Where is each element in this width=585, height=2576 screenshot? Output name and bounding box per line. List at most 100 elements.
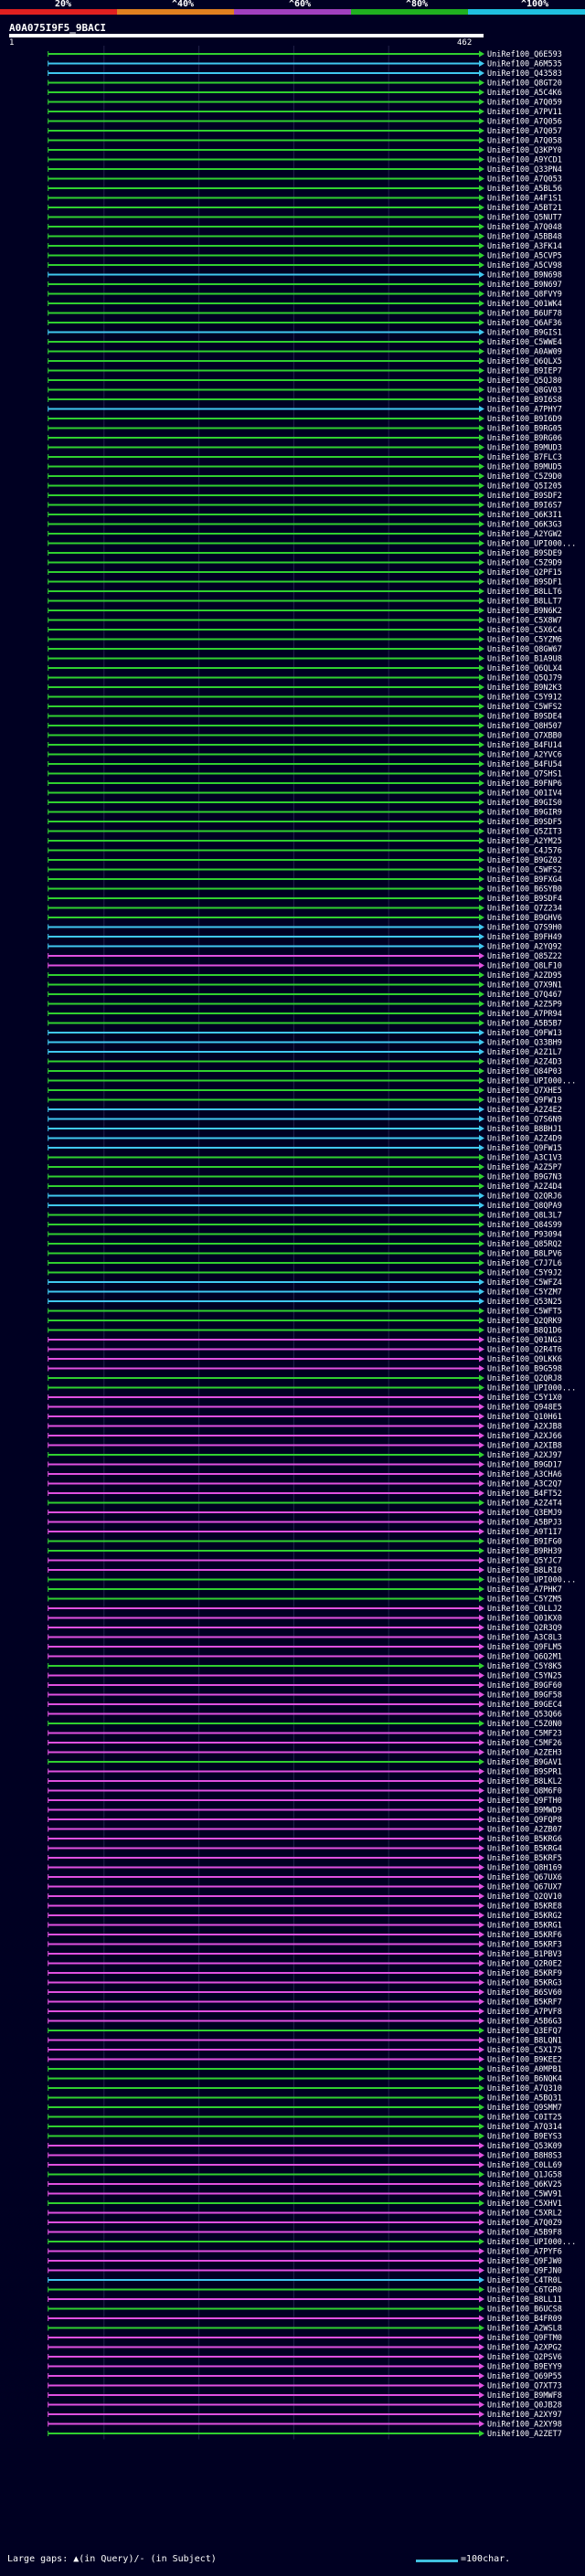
hit-label: UniRef100_A2YGW2 xyxy=(487,530,562,539)
hit-end-arrow xyxy=(479,1797,484,1804)
hit-end-arrow xyxy=(479,1259,484,1267)
hit-end-arrow xyxy=(479,2238,484,2245)
hit-row: UniRef100_Q8GW67 xyxy=(48,645,562,654)
hit-end-arrow xyxy=(479,1346,484,1352)
hit-row: UniRef100_A2YVC6 xyxy=(48,751,562,760)
hit-row: UniRef100_B8LRI0 xyxy=(48,1566,562,1575)
hit-end-arrow xyxy=(479,779,484,787)
hit-row: UniRef100_P93094 xyxy=(48,1231,562,1240)
hit-label: UniRef100_B9N6K2 xyxy=(487,607,562,616)
hit-end-arrow xyxy=(479,1500,484,1506)
hit-label: UniRef100_B9N697 xyxy=(487,281,562,290)
hit-label: UniRef100_Q7XT73 xyxy=(487,2382,562,2391)
hit-end-arrow xyxy=(479,2430,484,2437)
scale-label: =100char. xyxy=(461,2554,511,2564)
hit-label: UniRef100_B9FH49 xyxy=(487,933,562,942)
hit-label: UniRef100_C5Y9J2 xyxy=(487,1269,562,1278)
hit-row: UniRef100_A3C8L3 xyxy=(48,1634,562,1643)
hit-row: UniRef100_C4TR0L xyxy=(48,2276,562,2285)
hit-label: UniRef100_B9RG05 xyxy=(487,425,562,434)
hit-end-arrow xyxy=(479,108,484,115)
hit-label: UniRef100_C5Y8K5 xyxy=(487,1662,562,1671)
hit-label: UniRef100_B5KRG3 xyxy=(487,1979,562,1988)
hit-label: UniRef100_A2Z4D3 xyxy=(487,1058,562,1067)
hit-end-arrow xyxy=(479,1864,484,1871)
hit-row: UniRef100_B9MUD5 xyxy=(48,463,562,472)
hit-end-arrow xyxy=(479,1730,484,1736)
hit-row: UniRef100_B9I6S8 xyxy=(48,396,562,405)
hit-row: UniRef100_Q7Z234 xyxy=(48,905,562,914)
hit-label: UniRef100_UPI000... xyxy=(487,1077,576,1087)
hit-row: UniRef100_B9GAV1 xyxy=(48,1758,562,1767)
hit-row: UniRef100_A2WSL8 xyxy=(48,2325,562,2334)
hit-label: UniRef100_Q01IV4 xyxy=(487,790,562,799)
hit-row: UniRef100_A5BT21 xyxy=(48,204,562,213)
hit-row: UniRef100_B9N6K2 xyxy=(48,607,562,616)
hit-label: UniRef100_Q01NG3 xyxy=(487,1336,562,1345)
hit-label: UniRef100_B9EYS3 xyxy=(487,2133,562,2142)
hit-row: UniRef100_B4FU54 xyxy=(48,760,562,769)
hit-row: UniRef100_B5KRG2 xyxy=(48,1912,562,1921)
hit-row: UniRef100_B9GIS1 xyxy=(48,329,562,338)
hit-row: UniRef100_A7Q059 xyxy=(48,99,562,108)
hit-end-arrow xyxy=(479,1711,484,1717)
hit-end-arrow xyxy=(479,2018,484,2024)
hit-label: UniRef100_B6SV60 xyxy=(487,1988,562,1998)
hit-end-arrow xyxy=(479,2401,484,2408)
hit-row: UniRef100_A2Z1L7 xyxy=(48,1048,562,1057)
legend-segment-40 xyxy=(117,9,234,15)
hit-row: UniRef100_A3CHA6 xyxy=(48,1470,562,1479)
hit-end-arrow xyxy=(479,1231,484,1237)
hit-end-arrow xyxy=(479,156,484,163)
hit-row: UniRef100_Q6QLX5 xyxy=(48,357,562,366)
hit-end-arrow xyxy=(479,69,484,77)
hit-row: UniRef100_Q8H507 xyxy=(48,722,562,731)
hit-row: UniRef100_C0IT25 xyxy=(48,2114,562,2123)
hit-label: UniRef100_Q8L3L7 xyxy=(487,1212,562,1221)
hit-row: UniRef100_A9T1I7 xyxy=(48,1528,562,1537)
hit-label: UniRef100_Q8M6F0 xyxy=(487,1787,562,1797)
hit-label: UniRef100_Q8GW67 xyxy=(487,645,562,654)
hit-row: UniRef100_Q85Z22 xyxy=(48,952,562,961)
hit-row: UniRef100_B9MUD3 xyxy=(48,444,562,453)
hit-end-arrow xyxy=(479,1739,484,1746)
hit-row: UniRef100_C5WWE4 xyxy=(48,338,562,347)
hit-label: UniRef100_B9I6D9 xyxy=(487,415,562,424)
hit-row: UniRef100_Q5QJ80 xyxy=(48,376,562,386)
hit-row: UniRef100_Q9FW15 xyxy=(48,1144,562,1153)
hit-end-arrow xyxy=(479,146,484,154)
hit-label: UniRef100_B8LQN1 xyxy=(487,2037,562,2046)
hit-end-arrow xyxy=(479,2084,484,2092)
hit-end-arrow xyxy=(479,971,484,979)
hit-label: UniRef100_B5KRG2 xyxy=(487,1912,562,1921)
hit-row: UniRef100_Q9FJW0 xyxy=(48,2257,562,2266)
hit-row: UniRef100_A7Q058 xyxy=(48,137,562,146)
hit-label: UniRef100_Q948E5 xyxy=(487,1404,562,1413)
hit-row: UniRef100_C5WFZ4 xyxy=(48,1278,562,1288)
hit-label: UniRef100_B1A9U8 xyxy=(487,655,562,664)
hit-row: UniRef100_B9GF58 xyxy=(48,1691,562,1701)
hit-row: UniRef100_C7J7L6 xyxy=(48,1259,562,1268)
hit-label: UniRef100_B9MUD3 xyxy=(487,444,562,453)
hit-end-arrow xyxy=(479,2257,484,2264)
hit-row: UniRef100_A7Q0Z9 xyxy=(48,2219,562,2228)
hit-end-arrow xyxy=(479,1605,484,1612)
hit-label: UniRef100_C5Z9D0 xyxy=(487,472,562,482)
hit-row: UniRef100_B5KRG6 xyxy=(48,1835,562,1844)
hit-label: UniRef100_Q8FVY9 xyxy=(487,291,562,300)
hit-label: UniRef100_C5X8W7 xyxy=(487,617,562,626)
hit-label: UniRef100_B9MWD9 xyxy=(487,1807,562,1816)
hit-row: UniRef100_C5WV91 xyxy=(48,2190,562,2200)
hit-row: UniRef100_Q9FW19 xyxy=(48,1097,562,1106)
hit-label: UniRef100_Q6QLX5 xyxy=(487,357,562,366)
hit-end-arrow xyxy=(479,1547,484,1554)
hit-row: UniRef100_Q6QLX4 xyxy=(48,664,562,673)
hit-row: UniRef100_Q9FW13 xyxy=(48,1029,562,1038)
hit-label: UniRef100_A2Z4D9 xyxy=(487,1135,562,1144)
hit-label: UniRef100_A9YCD1 xyxy=(487,156,562,165)
hit-row: UniRef100_Q53K09 xyxy=(48,2142,562,2151)
hit-row: UniRef100_Q2PF15 xyxy=(48,568,562,578)
hit-end-arrow xyxy=(479,1845,484,1851)
hit-row: UniRef100_A4F1S1 xyxy=(48,195,562,204)
hit-row: UniRef100_A2YQ92 xyxy=(48,943,562,952)
